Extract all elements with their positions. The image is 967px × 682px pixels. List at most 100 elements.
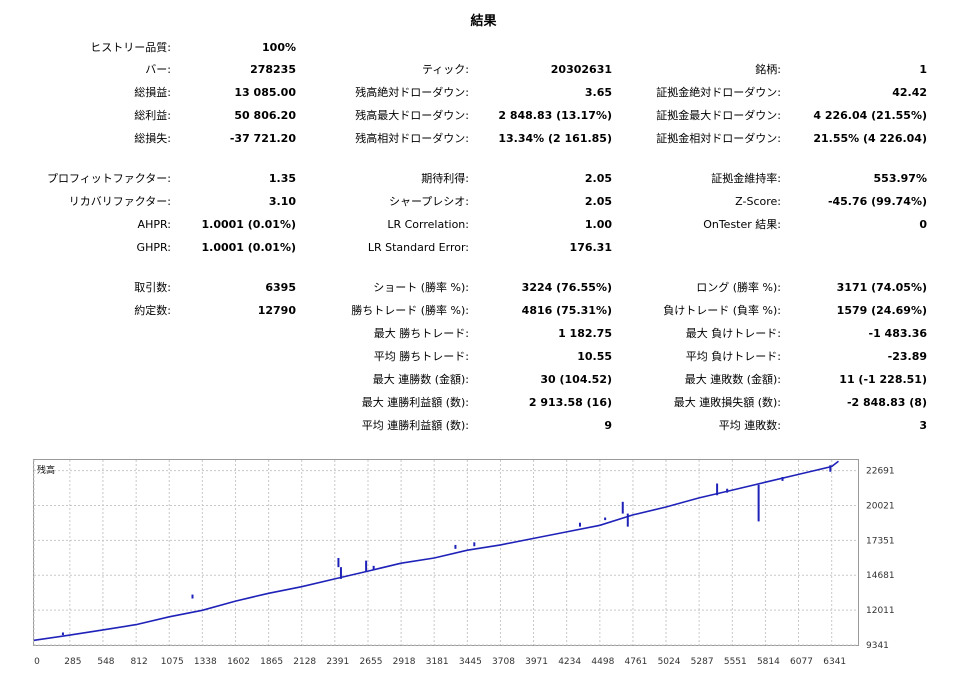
row-12-value2: 10.55 xyxy=(577,350,612,363)
row-5-label1: プロフィットファクター: xyxy=(46,172,171,185)
row-9-label2: ショート (勝率 %): xyxy=(373,281,469,294)
row-10-value3: 1579 (24.69%) xyxy=(836,304,927,317)
row-6-value1: 3.10 xyxy=(268,195,296,208)
row-5-label3: 証拠金維持率: xyxy=(711,172,781,185)
x-tick-label: 5287 xyxy=(691,657,714,667)
x-tick-label: 5024 xyxy=(658,657,681,667)
row-10-value1: 12790 xyxy=(257,304,296,317)
row-6-label1: リカバリファクター: xyxy=(68,195,171,208)
row-2-label2: 残高絶対ドローダウン: xyxy=(355,86,469,99)
row-1-label1: バー: xyxy=(145,63,171,76)
row-13-value2: 30 (104.52) xyxy=(540,373,612,386)
row-1-label2: ティック: xyxy=(421,63,469,76)
x-tick-label: 812 xyxy=(131,657,148,667)
y-tick-label: 12011 xyxy=(866,606,895,616)
row-7-label2: LR Correlation: xyxy=(387,218,469,231)
row-6-label3: Z-Score: xyxy=(735,195,781,208)
row-2-value2: 3.65 xyxy=(584,86,612,99)
y-tick-label: 14681 xyxy=(866,571,895,581)
row-3-label2: 残高最大ドローダウン: xyxy=(355,109,469,122)
y-tick-label: 22691 xyxy=(866,467,895,477)
row-10-label3: 負けトレード (負率 %): xyxy=(663,304,781,317)
x-tick-label: 5814 xyxy=(757,657,780,667)
row-11-value3: -1 483.36 xyxy=(868,327,928,340)
row-3-label3: 証拠金最大ドローダウン: xyxy=(656,109,781,122)
row-15-label3: 平均 連敗数: xyxy=(718,419,781,432)
x-tick-label: 2128 xyxy=(293,657,316,667)
row-12-label2: 平均 勝ちトレード: xyxy=(373,350,469,363)
row-history-label1: ヒストリー品質: xyxy=(90,41,171,54)
row-5-value3: 553.97% xyxy=(873,172,927,185)
row-14-value2: 2 913.58 (16) xyxy=(528,396,612,409)
row-9-value2: 3224 (76.55%) xyxy=(521,281,612,294)
row-8-value2: 176.31 xyxy=(569,241,612,254)
row-4-label2: 残高相対ドローダウン: xyxy=(355,132,469,145)
x-tick-label: 3708 xyxy=(492,657,515,667)
row-13-label2: 最大 連勝数 (金額): xyxy=(372,373,469,386)
x-tick-label: 6077 xyxy=(790,657,813,667)
row-14-value3: -2 848.83 (8) xyxy=(846,396,927,409)
row-7-label1: AHPR: xyxy=(137,218,171,231)
row-11-label3: 最大 負けトレード: xyxy=(685,327,781,340)
row-7-label3: OnTester 結果: xyxy=(703,218,781,231)
row-2-label3: 証拠金絶対ドローダウン: xyxy=(656,86,781,99)
row-4-label1: 総損失: xyxy=(134,132,171,145)
x-tick-label: 5551 xyxy=(724,657,747,667)
row-4-value3: 21.55% (4 226.04) xyxy=(813,132,927,145)
x-tick-label: 1602 xyxy=(227,657,250,667)
x-tick-label: 1338 xyxy=(194,657,217,667)
row-5-value2: 2.05 xyxy=(584,172,612,185)
x-tick-label: 0 xyxy=(34,657,40,667)
row-3-value1: 50 806.20 xyxy=(234,109,296,122)
row-9-label3: ロング (勝率 %): xyxy=(696,281,781,294)
report-title: 結果 xyxy=(470,14,497,29)
row-6-value3: -45.76 (99.74%) xyxy=(827,195,927,208)
row-2-value3: 42.42 xyxy=(892,86,927,99)
row-7-value1: 1.0001 (0.01%) xyxy=(201,218,297,231)
x-tick-label: 2391 xyxy=(326,657,349,667)
x-tick-label: 1075 xyxy=(161,657,184,667)
y-tick-label: 20021 xyxy=(866,501,895,511)
row-15-label2: 平均 連勝利益額 (数): xyxy=(361,419,469,432)
row-3-label1: 総利益: xyxy=(134,109,171,122)
row-8-label2: LR Standard Error: xyxy=(367,241,469,254)
x-tick-label: 4234 xyxy=(558,657,581,667)
row-6-value2: 2.05 xyxy=(584,195,612,208)
row-15-value3: 3 xyxy=(919,419,927,432)
row-7-value2: 1.00 xyxy=(584,218,612,231)
row-8-label1: GHPR: xyxy=(136,241,171,254)
row-4-value1: -37 721.20 xyxy=(229,132,296,145)
row-4-label3: 証拠金相対ドローダウン: xyxy=(656,132,781,145)
row-5-label2: 期待利得: xyxy=(421,172,469,185)
y-tick-label: 17351 xyxy=(866,536,895,546)
row-10-label1: 約定数: xyxy=(134,304,171,317)
row-12-label3: 平均 負けトレード: xyxy=(685,350,781,363)
x-tick-label: 285 xyxy=(64,657,81,667)
row-7-value3: 0 xyxy=(919,218,927,231)
row-2-value1: 13 085.00 xyxy=(234,86,296,99)
row-9-label1: 取引数: xyxy=(134,281,171,294)
x-tick-label: 3445 xyxy=(459,657,482,667)
y-tick-label: 9341 xyxy=(866,641,889,651)
row-4-value2: 13.34% (2 161.85) xyxy=(498,132,612,145)
row-13-value3: 11 (-1 228.51) xyxy=(839,373,927,386)
row-3-value3: 4 226.04 (21.55%) xyxy=(813,109,927,122)
row-1-value3: 1 xyxy=(919,63,927,76)
row-5-value1: 1.35 xyxy=(268,172,296,185)
x-tick-label: 548 xyxy=(97,657,114,667)
row-1-label3: 銘柄: xyxy=(755,63,781,76)
row-6-label2: シャープレシオ: xyxy=(388,195,469,208)
row-15-value2: 9 xyxy=(604,419,612,432)
row-10-label2: 勝ちトレード (勝率 %): xyxy=(351,304,469,317)
x-tick-label: 2918 xyxy=(393,657,416,667)
x-tick-label: 4761 xyxy=(624,657,647,667)
row-14-label2: 最大 連勝利益額 (数): xyxy=(361,396,469,409)
x-tick-label: 6341 xyxy=(823,657,846,667)
x-tick-label: 3181 xyxy=(426,657,449,667)
x-tick-label: 2655 xyxy=(360,657,383,667)
row-13-label3: 最大 連敗数 (金額): xyxy=(684,373,781,386)
row-1-value2: 20302631 xyxy=(550,63,612,76)
row-14-label3: 最大 連敗損失額 (数): xyxy=(673,396,781,409)
row-history-value1: 100% xyxy=(262,41,296,54)
